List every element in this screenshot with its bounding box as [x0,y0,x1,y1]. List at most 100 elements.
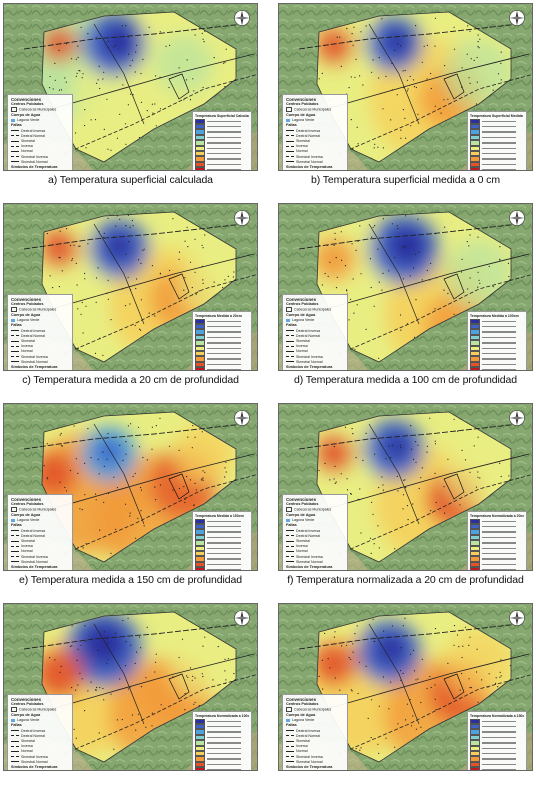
legend-row: Cabeceras Municipales [11,107,69,113]
temperature-class [195,323,249,330]
legend-row: Estaciones [286,770,344,771]
legend-section: Cuerpo de Agua [286,313,316,318]
north-arrow-icon [508,9,526,27]
temperature-class [195,550,249,557]
legend-row: Sinestral Inversa [286,155,344,160]
legend-section: Cuerpo de Agua [286,113,316,118]
temperature-class [195,150,249,157]
legend-row: Dextral Inversa [11,329,69,334]
temperature-class [470,545,524,551]
temperature-map: Convenciones Centros Poblados Cabeceras Mu… [278,603,533,771]
temperature-class [470,334,524,341]
conventions-legend: Convenciones Centros Poblados Cabeceras Mu… [7,694,73,771]
legend-section: Simbolos de Temperatura [11,565,58,570]
legend-row: Dextral Inversa [286,329,344,334]
legend-row: Sinestral [286,339,344,344]
temperature-class [195,518,249,524]
legend-row: Sinestral Normal [286,360,344,365]
legend-row: Normal [11,749,69,754]
legend-row: Laguna Verde [11,118,69,123]
legend-row: Cabeceras Municipales [11,507,69,513]
temperature-class [470,723,524,730]
temperature-class [470,167,524,170]
temperature-class [195,750,249,757]
temperature-class [195,729,249,735]
legend-section: Simbolos de Temperatura [286,765,333,770]
legend-row: Inversa [286,544,344,549]
temperature-class [195,329,249,335]
temperature-class [195,134,249,141]
temperature-class [195,367,249,370]
temperature-legend: Temperatura Normalizada a 20cm [467,511,527,570]
map-panel: Convenciones Centros Poblados Cabeceras Mu… [278,603,533,793]
legend-row: Sinestral [11,739,69,744]
temperature-class [470,340,524,346]
conventions-legend: Convenciones Centros Poblados Cabeceras Mu… [7,94,73,170]
legend-title: Convenciones [11,297,42,302]
legend-row: Estaciones [286,370,344,371]
temperature-class [195,129,249,135]
legend-row: Laguna Verde [286,518,344,523]
legend-title: Convenciones [11,697,42,702]
temperature-class [470,556,524,562]
temperature-class [195,123,249,130]
temperature-class [195,767,249,770]
temperature-class [470,156,524,162]
legend-row: Estaciones [11,370,69,371]
temperature-class [470,150,524,157]
legend-section: Cuerpo de Agua [11,313,41,318]
legend-section: Fallas [286,323,297,328]
legend-section: Simbolos de Temperatura [11,765,58,770]
legend-row: Cabeceras Municipales [11,707,69,713]
legend-row: Normal [286,549,344,554]
panel-caption: f) Temperatura normalizada a 20 cm de pr… [287,574,524,586]
legend-row: Sinestral [286,539,344,544]
legend-row: Estaciones [11,570,69,571]
legend-row: Normal [11,349,69,354]
scale-bar [367,163,437,166]
temperature-class [470,745,524,751]
legend-row: Sinestral Normal [11,560,69,565]
legend-row: Sinestral Normal [286,160,344,165]
temperature-class [470,729,524,735]
north-arrow-icon [233,609,251,627]
temperature-legend: Temperatura Normalizada a 150cm [467,711,527,770]
north-arrow-icon [508,209,526,227]
temperature-map: Convenciones Centros Poblados Cabeceras Mu… [278,203,533,371]
legend-row: Sinestral Inversa [286,555,344,560]
temperature-class [195,534,249,541]
conventions-legend: Convenciones Centros Poblados Cabeceras Mu… [7,294,73,371]
legend-row: Cabeceras Municipales [11,307,69,313]
temperature-map: Convenciones Centros Poblados Cabeceras Mu… [278,403,533,571]
legend-row: Dextral Normal [11,534,69,539]
temperature-class [195,523,249,530]
legend-row: Sinestral [11,539,69,544]
conventions-legend: Convenciones Centros Poblados Cabeceras Mu… [282,694,348,771]
legend-row: Normal [11,549,69,554]
legend-row: Normal [286,149,344,154]
legend-row: Dextral Normal [286,734,344,739]
temperature-legend: Temperatura Superficial Calculada [192,111,252,170]
legend-row: Cabeceras Municipales [286,707,344,713]
legend-row: Dextral Normal [11,734,69,739]
temperature-class [470,367,524,370]
temperature-class [195,356,249,362]
legend-row: Estaciones [11,770,69,771]
temperature-map: Convenciones Centros Poblados Cabeceras Mu… [3,603,258,771]
legend-row: Sinestral Normal [11,760,69,765]
legend-title: Convenciones [286,297,317,302]
legend-section: Fallas [11,723,22,728]
legend-row: Sinestral [286,739,344,744]
legend-row: Sinestral Inversa [11,755,69,760]
legend-row: Inversa [11,144,69,149]
map-panel: Convenciones Centros Poblados Cabeceras Mu… [3,203,258,393]
temperature-class [470,756,524,762]
legend-row: Dextral Inversa [286,529,344,534]
legend-row: Sinestral Normal [286,760,344,765]
temperature-legend: Temperatura Medida a 20cm [192,311,252,370]
legend-row: Dextral Normal [11,134,69,139]
conventions-legend: Convenciones Centros Poblados Cabeceras Mu… [7,494,73,571]
legend-section: Centros Poblados [11,702,44,707]
temperature-class [195,740,249,746]
legend-row: Sinestral Normal [286,560,344,565]
